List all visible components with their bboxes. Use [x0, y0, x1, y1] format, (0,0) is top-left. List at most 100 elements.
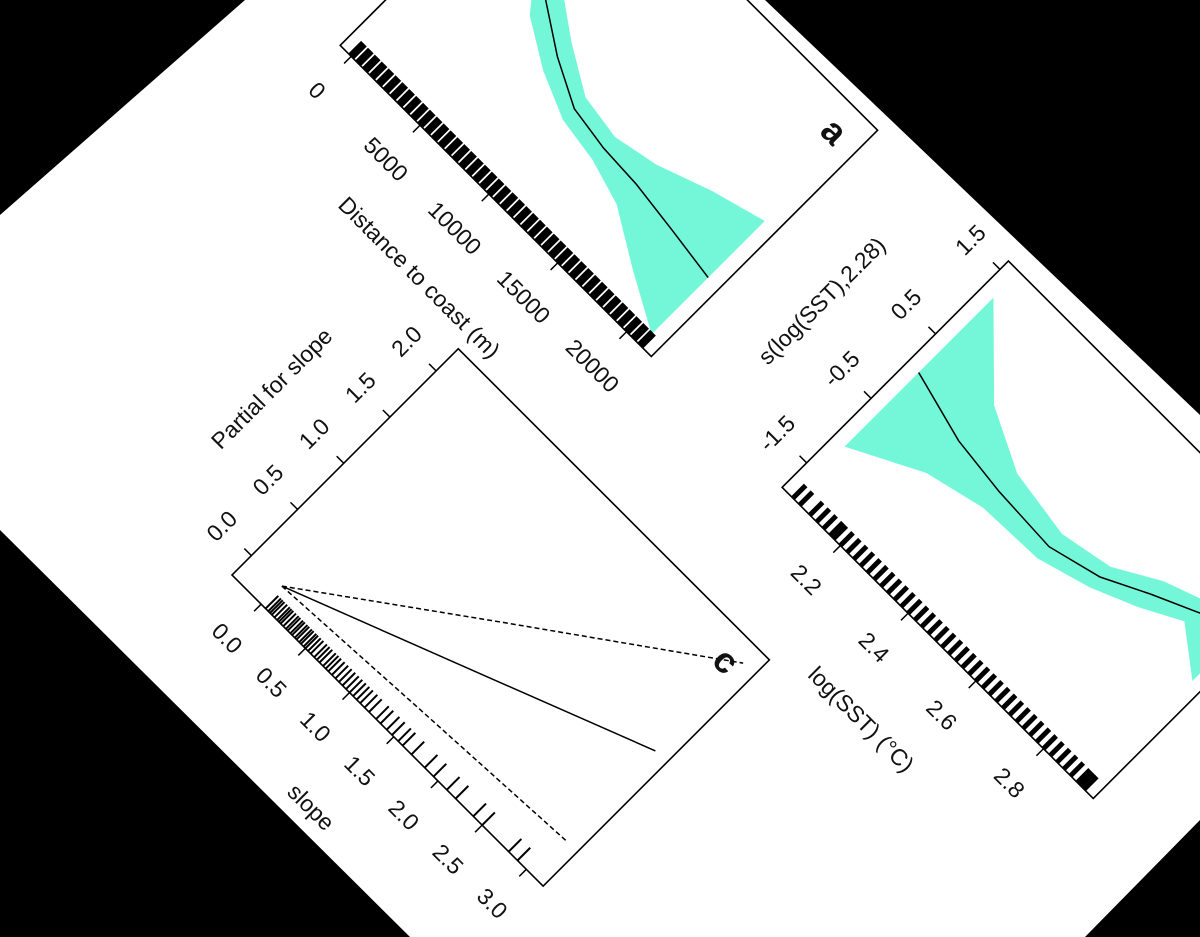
- rug-tick: [410, 102, 429, 122]
- rug-tick: [1062, 754, 1079, 771]
- rug-tick: [513, 206, 532, 225]
- rug-tick: [298, 628, 313, 643]
- rug-tick: [369, 61, 388, 80]
- rug-tick: [575, 267, 594, 287]
- rug-tick: [623, 316, 643, 335]
- rug-tick: [926, 619, 943, 636]
- rug-tick: [561, 254, 581, 273]
- rug-tick: [479, 171, 498, 191]
- x-tick: [1035, 748, 1045, 757]
- rug-tick: [309, 640, 325, 655]
- rug-tick: [424, 116, 443, 135]
- rug-tick: [1068, 761, 1086, 778]
- rug-tick: [568, 261, 588, 280]
- rug-tick: [375, 705, 390, 720]
- rug-tick: [554, 247, 574, 266]
- rug-tick: [520, 212, 539, 232]
- rug-tick: [534, 226, 553, 246]
- rug-tick: [410, 740, 425, 756]
- rug-tick: [616, 309, 636, 328]
- rug-tick: [885, 578, 903, 595]
- rug-tick: [444, 137, 464, 156]
- rug-tick: [953, 646, 970, 663]
- x-tick: [430, 780, 439, 789]
- x-tick: [412, 124, 421, 133]
- rug-tick: [547, 240, 567, 259]
- rug-tick: [637, 329, 656, 349]
- rug-tick: [375, 68, 395, 87]
- y-tick: [243, 548, 252, 557]
- rug-tick: [397, 727, 412, 742]
- rug-tick: [396, 89, 415, 108]
- rug-tick: [527, 219, 546, 239]
- rug-tick: [499, 192, 519, 211]
- rug-tick: [974, 666, 991, 683]
- rug-tick: [294, 624, 309, 639]
- rug-tick: [279, 610, 295, 625]
- rug-tick: [368, 698, 383, 713]
- rug-tick: [352, 682, 367, 697]
- rug-tick: [603, 295, 622, 314]
- x-tick: [341, 692, 351, 701]
- rug-tick: [348, 40, 367, 60]
- rug-tick: [269, 599, 284, 614]
- rug-tick: [382, 75, 402, 94]
- rug-tick: [322, 652, 337, 667]
- rug-tick: [307, 637, 322, 652]
- rug-tick: [913, 605, 930, 622]
- rug-tick: [430, 123, 450, 142]
- rug-tick: [446, 776, 461, 791]
- x-tick: [518, 868, 527, 877]
- rug-tick: [1082, 774, 1099, 792]
- plot-box: [780, 259, 1200, 800]
- rug-tick: [423, 754, 439, 769]
- lower-ci-line: [281, 585, 567, 842]
- rug-tick: [481, 811, 496, 826]
- rug-tick: [596, 288, 615, 308]
- x-tick: [343, 55, 352, 64]
- rug-tick: [362, 54, 381, 73]
- rug-tick: [385, 716, 401, 731]
- rug-tick: [933, 625, 950, 643]
- rug-tick: [980, 673, 998, 690]
- rug-tick: [327, 657, 342, 673]
- y-tick: [863, 390, 872, 399]
- rug-tick: [865, 558, 882, 575]
- rug-tick: [454, 785, 470, 800]
- rug-tick: [1001, 693, 1018, 710]
- rug-tick: [267, 597, 282, 612]
- rug-tick: [892, 585, 910, 602]
- rug-tick: [276, 606, 291, 621]
- x-tick: [481, 193, 490, 202]
- rug-tick: [1078, 771, 1096, 788]
- x-tick: [550, 262, 559, 271]
- fit-line: [544, 0, 709, 279]
- rug-tick: [285, 615, 300, 630]
- y-tick: [428, 363, 437, 372]
- rug-tick: [858, 551, 876, 568]
- rug-tick: [324, 655, 340, 670]
- x-tick: [386, 736, 395, 745]
- rug-tick: [458, 150, 477, 170]
- y-tick: [382, 409, 391, 418]
- rug-tick: [940, 632, 957, 649]
- rug-tick: [541, 233, 560, 252]
- rug-tick: [451, 144, 471, 163]
- rug-tick: [338, 668, 353, 683]
- rug-tick: [359, 689, 374, 704]
- rug-tick: [286, 617, 302, 632]
- rug-tick: [318, 649, 333, 664]
- rug-tick: [831, 524, 849, 541]
- rug-tick: [872, 564, 889, 582]
- rug-tick: [1055, 747, 1072, 764]
- rug-tick: [838, 531, 855, 548]
- rug-tick: [465, 157, 484, 177]
- rug-tick: [899, 591, 916, 609]
- rug-tick: [282, 612, 297, 627]
- fit-line: [281, 585, 656, 752]
- rug-tick: [271, 601, 286, 616]
- rug-tick: [582, 274, 601, 294]
